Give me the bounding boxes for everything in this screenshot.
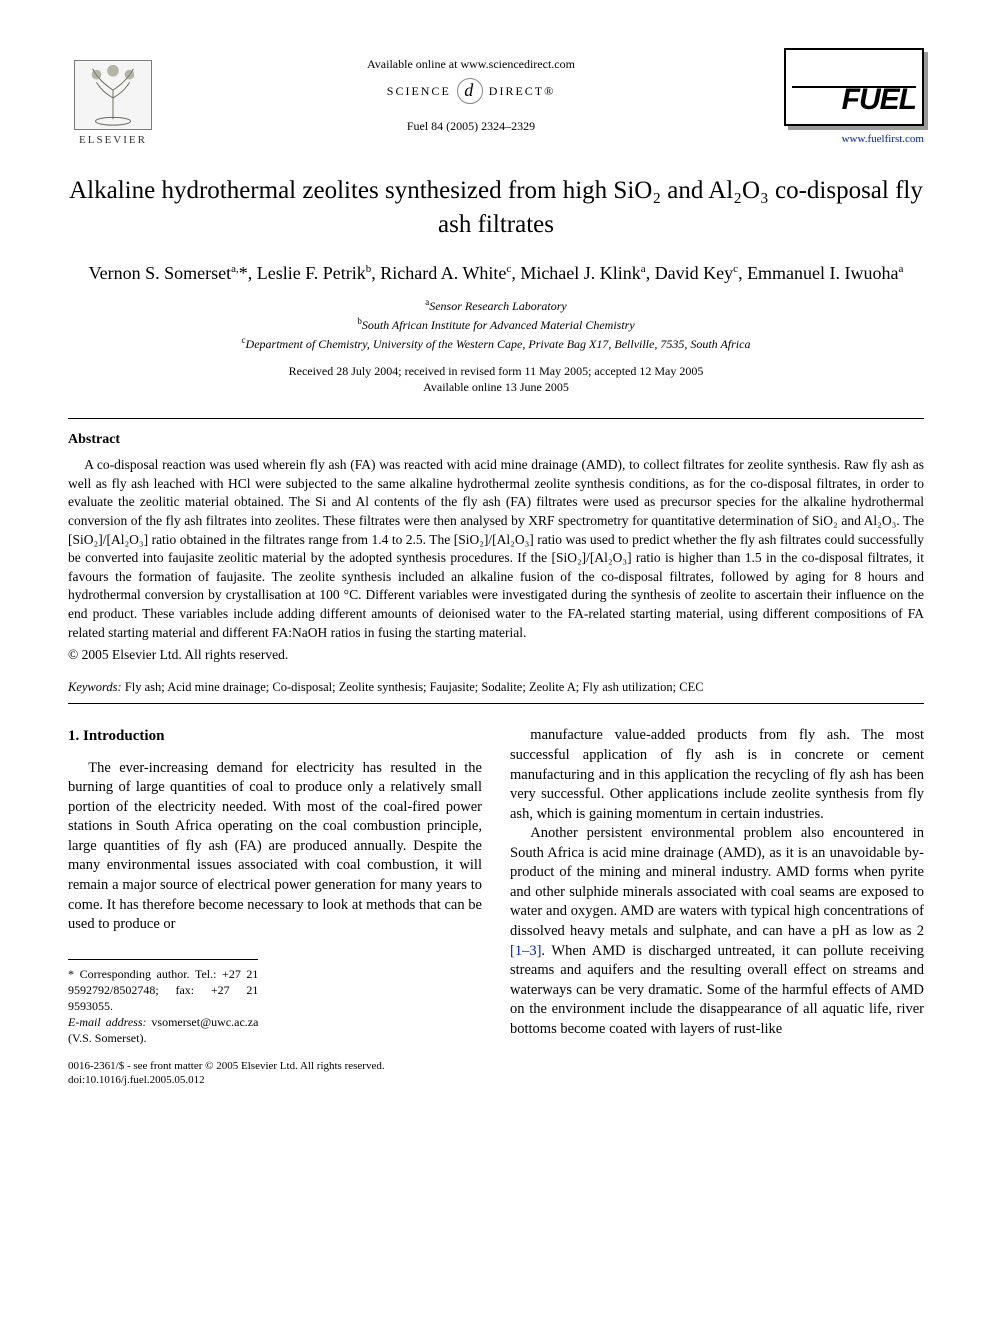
affiliations: aSensor Research Laboratory bSouth Afric… xyxy=(68,296,924,353)
sd-at-icon: d xyxy=(457,78,483,104)
issn-line: 0016-2361/$ - see front matter © 2005 El… xyxy=(68,1059,482,1073)
email-line: E-mail address: vsomerset@uwc.ac.za (V.S… xyxy=(68,1014,258,1046)
section-1-heading: 1. Introduction xyxy=(68,726,482,746)
section-1-p3: Another persistent environmental problem… xyxy=(510,824,924,1039)
p3-text-b: . When AMD is discharged untreated, it c… xyxy=(510,943,924,1037)
article-title: Alkaline hydrothermal zeolites synthesiz… xyxy=(68,174,924,242)
footnotes-block: * Corresponding author. Tel.: +27 21 959… xyxy=(68,959,258,1047)
fuel-url-link[interactable]: www.fuelfirst.com xyxy=(784,132,924,147)
abstract-body: A co-disposal reaction was used wherein … xyxy=(68,456,924,642)
sd-right-text: DIRECT® xyxy=(489,83,555,99)
copyright-line: © 2005 Elsevier Ltd. All rights reserved… xyxy=(68,646,924,664)
email-label: E-mail address: xyxy=(68,1015,146,1029)
center-header: Available online at www.sciencedirect.co… xyxy=(158,48,784,134)
article-dates: Received 28 July 2004; received in revis… xyxy=(68,363,924,397)
fuel-journal-logo: FUEL xyxy=(784,48,924,126)
abstract-heading: Abstract xyxy=(68,431,924,450)
sd-left-text: SCIENCE xyxy=(387,83,451,99)
citation-line: Fuel 84 (2005) 2324–2329 xyxy=(158,118,784,134)
affiliation-a: aSensor Research Laboratory xyxy=(68,296,924,315)
citation-link-1-3[interactable]: [1–3] xyxy=(510,943,541,959)
affiliation-c: cDepartment of Chemistry, University of … xyxy=(68,334,924,353)
divider-below-keywords xyxy=(68,703,924,704)
p3-text-a: Another persistent environmental problem… xyxy=(510,825,924,939)
abstract-text: A co-disposal reaction was used wherein … xyxy=(68,456,924,642)
sciencedirect-logo: SCIENCE d DIRECT® xyxy=(387,78,555,104)
header-bar: ELSEVIER Available online at www.science… xyxy=(68,48,924,148)
elsevier-label: ELSEVIER xyxy=(79,133,147,148)
keywords-label: Keywords: xyxy=(68,680,122,694)
divider-above-abstract xyxy=(68,418,924,419)
elsevier-logo: ELSEVIER xyxy=(68,48,158,148)
available-online-text: Available online at www.sciencedirect.co… xyxy=(158,56,784,72)
journal-logo-wrap: FUEL www.fuelfirst.com xyxy=(784,48,924,147)
corresponding-author-note: * Corresponding author. Tel.: +27 21 959… xyxy=(68,966,258,1015)
body-columns: 1. Introduction The ever-increasing dema… xyxy=(68,726,924,1087)
keywords-line: Keywords: Fly ash; Acid mine drainage; C… xyxy=(68,679,924,696)
keywords-text: Fly ash; Acid mine drainage; Co-disposal… xyxy=(122,680,704,694)
fuel-logo-text: FUEL xyxy=(842,80,916,121)
foot-matter: 0016-2361/$ - see front matter © 2005 El… xyxy=(68,1059,482,1088)
elsevier-tree-icon xyxy=(74,60,152,130)
section-1-p2: manufacture value-added products from fl… xyxy=(510,726,924,824)
received-date: Received 28 July 2004; received in revis… xyxy=(68,363,924,380)
section-1-p1: The ever-increasing demand for electrici… xyxy=(68,759,482,935)
doi-line: doi:10.1016/j.fuel.2005.05.012 xyxy=(68,1073,482,1087)
page-container: ELSEVIER Available online at www.science… xyxy=(0,0,992,1127)
online-date: Available online 13 June 2005 xyxy=(68,379,924,396)
author-list: Vernon S. Somerseta,*, Leslie F. Petrikb… xyxy=(68,260,924,286)
affiliation-b: bSouth African Institute for Advanced Ma… xyxy=(68,315,924,334)
